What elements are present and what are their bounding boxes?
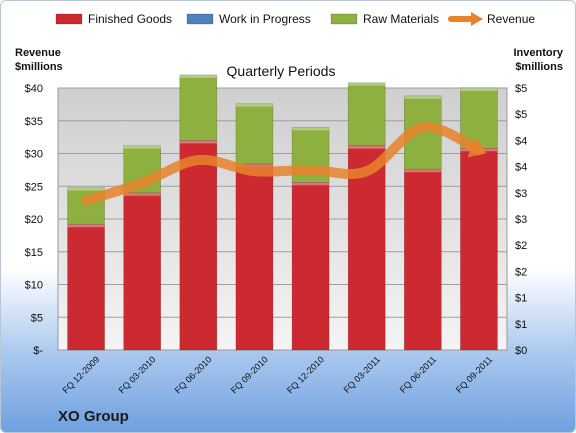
right-tick-label: $1 (515, 293, 527, 305)
revenue-line (81, 122, 487, 206)
right-tick-label: $4 (515, 135, 527, 147)
left-tick-label: $5 (31, 312, 43, 324)
left-axis-title: $millions (15, 61, 63, 73)
right-axis-title: $millions (515, 61, 563, 73)
company-name: XO Group (58, 408, 129, 425)
legend-label: Finished Goods (88, 12, 172, 26)
bar-raw-materials (347, 82, 386, 146)
x-tick-label: FQ 12-2009 (60, 354, 101, 395)
right-tick-label: $4 (515, 162, 527, 174)
bar-finished-goods (235, 163, 274, 351)
bar-raw-materials (179, 74, 218, 141)
bar-highlight (460, 88, 498, 91)
legend-label: Revenue (487, 12, 535, 26)
x-tick-label: FQ 09-2010 (229, 354, 270, 395)
bar-finished-goods (403, 168, 442, 351)
right-tick-label: $3 (515, 188, 527, 200)
left-axis-ticks: $- $5 $10 $15 $20 $25 $30 $35 $40 (25, 83, 44, 357)
bar-raw-materials (235, 103, 274, 165)
left-tick-label: $20 (25, 214, 43, 226)
right-tick-label: $2 (515, 240, 527, 252)
bar-highlight (292, 182, 330, 186)
x-tick-label: FQ 03-2011 (342, 354, 383, 395)
left-tick-label: $35 (25, 116, 43, 128)
x-tick-label: FQ 06-2010 (173, 354, 214, 395)
bar-highlight (235, 103, 273, 107)
bar-finished-goods (179, 140, 218, 351)
bar-highlight (67, 224, 105, 228)
legend-label: Raw Materials (363, 12, 439, 26)
bar-finished-goods (67, 223, 105, 351)
bar-highlight (179, 140, 217, 144)
x-tick-label: FQ 03-2010 (117, 354, 158, 395)
left-axis-title: Revenue (15, 47, 61, 59)
x-tick-label: FQ 06-2011 (398, 354, 439, 395)
right-tick-label: $5 (515, 109, 527, 121)
right-tick-label: $2 (515, 266, 527, 278)
left-tick-label: $25 (25, 181, 43, 193)
x-axis-ticks: FQ 12-2009 FQ 03-2010 FQ 06-2010 FQ 09-2010… (60, 354, 494, 395)
bar-finished-goods (347, 145, 386, 351)
right-tick-label: $5 (515, 83, 527, 95)
right-tick-label: $3 (515, 214, 527, 226)
bar-highlight (123, 192, 161, 196)
left-tick-label: $- (33, 345, 43, 357)
bar-highlight (404, 169, 442, 173)
x-tick-label: FQ 09-2011 (454, 354, 495, 395)
bar-highlight (235, 163, 273, 167)
legend-swatch (186, 13, 214, 25)
legend-arrow (471, 12, 483, 26)
legend-swatch (55, 13, 83, 25)
revenue-line-path (81, 122, 484, 206)
left-tick-label: $40 (25, 83, 43, 95)
right-tick-label: $0 (515, 345, 527, 357)
bar-highlight (67, 187, 105, 191)
bar-highlight (123, 145, 161, 149)
bar-highlight (179, 74, 217, 78)
right-axis-ticks: $0 $1 $1 $2 $2 $3 $3 $4 $4 $5 $5 (515, 83, 527, 357)
left-tick-label: $15 (25, 247, 43, 259)
revenue-arrowhead (467, 137, 487, 158)
legend-swatch (330, 13, 358, 25)
bar-finished-goods (460, 147, 498, 351)
legend: Finished Goods Work in Progress Raw Materi… (55, 12, 535, 26)
right-axis-title: Inventory (513, 47, 563, 59)
bar-finished-goods (123, 192, 162, 351)
bar-highlight (348, 82, 386, 86)
bar-highlight (404, 95, 442, 99)
bars (67, 74, 498, 351)
plot-title: Quarterly Periods (227, 63, 336, 79)
left-tick-label: $10 (25, 280, 43, 292)
left-tick-label: $30 (25, 149, 43, 161)
bar-highlight (348, 145, 386, 149)
axis-titles: Revenue $millions Inventory $millions (15, 47, 564, 73)
legend-label: Work in Progress (219, 12, 311, 26)
bar-highlight (292, 127, 330, 131)
bar-finished-goods (291, 182, 330, 351)
right-tick-label: $1 (515, 319, 527, 331)
x-tick-label: FQ 12-2010 (285, 354, 326, 395)
